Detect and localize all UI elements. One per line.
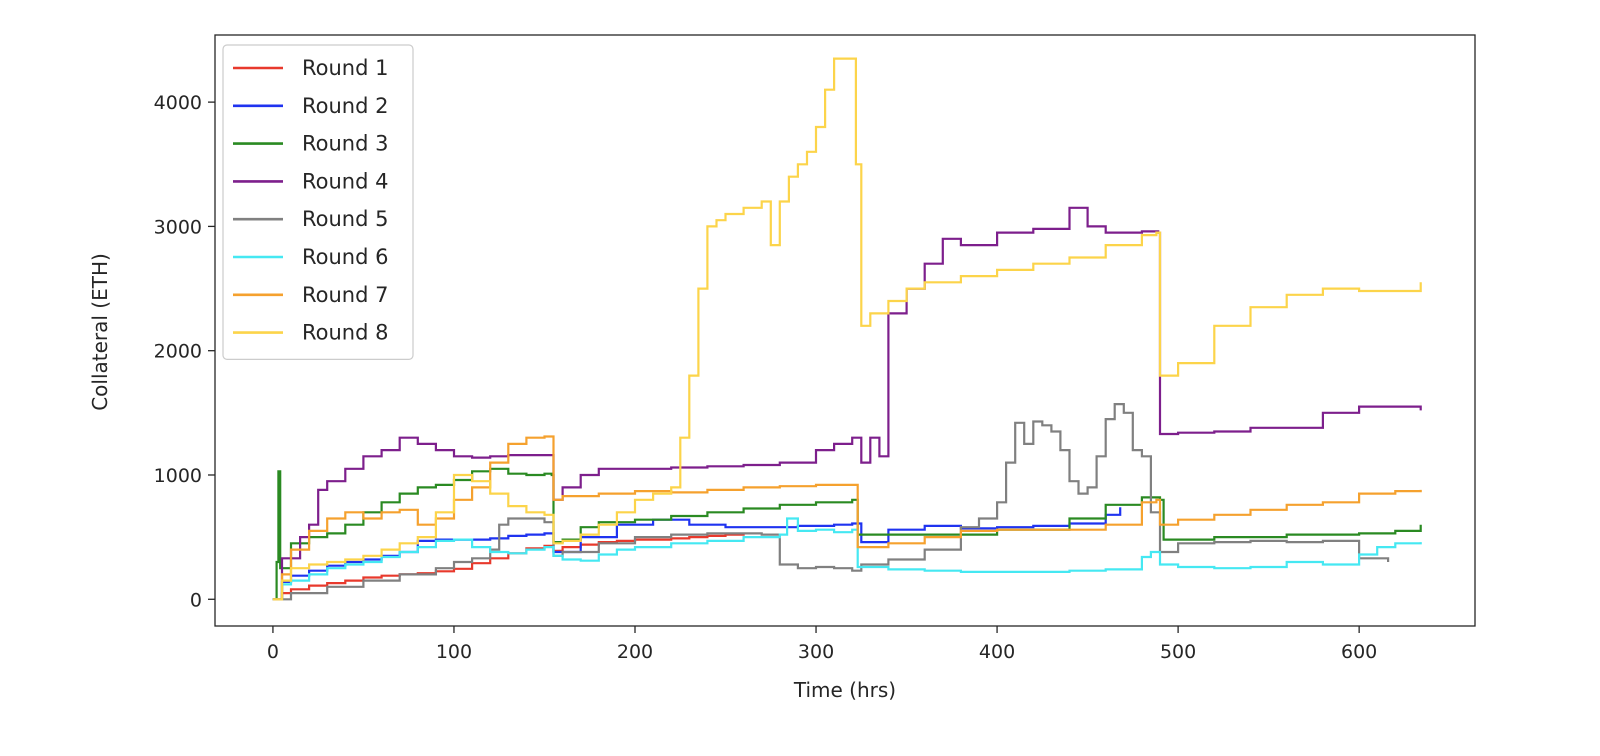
x-tick-label: 200 [617,641,653,663]
series-line-round-1 [272,533,745,601]
series-line-round-8 [272,57,1422,601]
legend-label-round-5: Round 5 [302,207,388,231]
x-tick-label: 100 [436,641,472,663]
x-axis: 0 100 200 300 400 500 600 [267,626,1377,663]
y-tick-label: 3000 [154,216,202,238]
legend-label-round-3: Round 3 [302,132,388,156]
y-axis: 0 1000 2000 3000 4000 [154,92,215,611]
y-axis-label: Collateral (ETH) [88,253,112,411]
legend-label-round-6: Round 6 [302,245,388,269]
series-line-round-4 [272,206,1422,601]
x-tick-label: 0 [267,641,279,663]
series-line-round-6 [272,517,1422,601]
legend: Round 1 Round 2 Round 3 Round 4 Round 5 Round… [222,44,414,360]
legend-label-round-2: Round 2 [302,94,388,118]
y-tick-label: 2000 [154,341,202,363]
y-tick-label: 1000 [154,465,202,487]
series-line-round-7 [272,435,1422,601]
legend-label-round-4: Round 4 [302,169,388,193]
legend-box [222,44,414,360]
x-tick-label: 600 [1341,641,1377,663]
y-tick-label: 0 [190,589,202,611]
y-tick-label: 4000 [154,92,202,114]
legend-label-round-7: Round 7 [302,283,388,307]
series-line-round-3 [272,467,1422,601]
legend-label-round-8: Round 8 [302,321,388,345]
x-tick-label: 500 [1160,641,1196,663]
legend-label-round-1: Round 1 [302,56,388,80]
x-tick-label: 400 [979,641,1015,663]
plot-frame [214,34,1476,627]
x-tick-label: 300 [798,641,834,663]
series-line-round-5 [272,403,1390,601]
x-axis-label: Time (hrs) [793,678,896,702]
series-lines [272,57,1422,601]
